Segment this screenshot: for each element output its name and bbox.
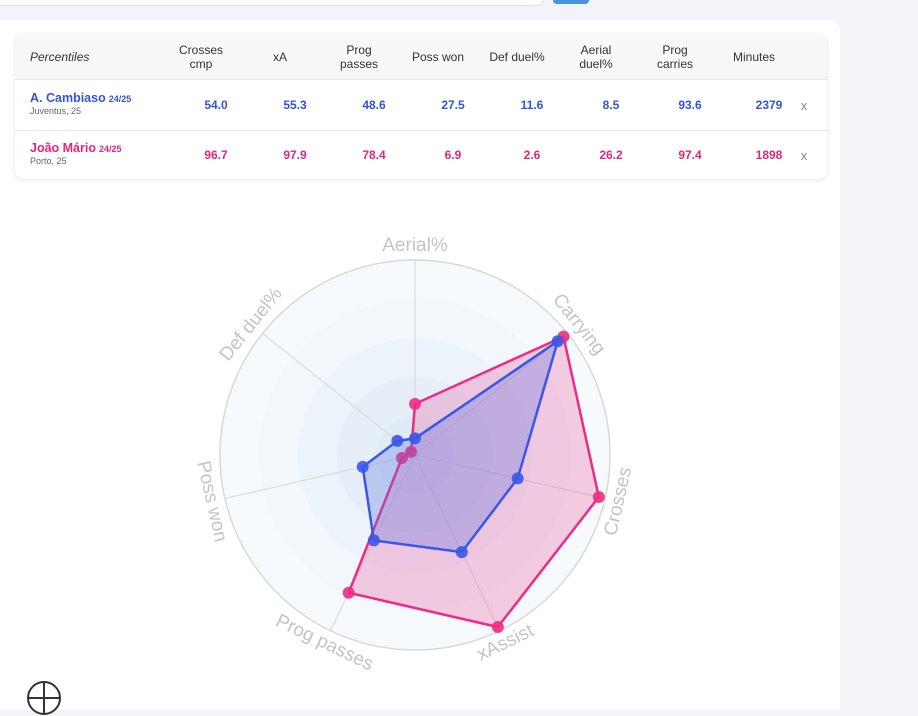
cell-def-duel: 11.6 (520, 98, 544, 112)
radar-point (409, 397, 421, 410)
player-name-text: A. Cambiaso (30, 91, 106, 105)
table-header: Percentiles Crosses cmp xA Prog passes P… (15, 34, 827, 80)
player-name[interactable]: A. Cambiaso 24/25 (30, 91, 131, 105)
player-club-age: Porto, 25 (30, 156, 67, 166)
header-def-duel: Def duel% (489, 49, 545, 64)
search-button[interactable] (553, 0, 589, 4)
header-crosses-cmp: Crosses cmp (178, 42, 223, 71)
remove-player-button[interactable]: x (800, 97, 808, 113)
radar-point (511, 472, 524, 485)
cell-aerial-duel: 8.5 (602, 98, 620, 112)
header-poss-won: Poss won (411, 49, 465, 64)
radar-spoke (414, 454, 501, 631)
player-season: 24/25 (108, 94, 132, 104)
radar-point (356, 460, 369, 473)
cell-def-duel: 2.6 (523, 148, 541, 162)
radar-spoke (414, 333, 568, 456)
table-row: A. Cambiaso 24/25 Juventus, 25 54.0 55.3 … (15, 80, 827, 131)
header-xa: xA (272, 49, 287, 64)
cell-xa: 97.9 (283, 148, 307, 162)
search-input[interactable] (0, 0, 544, 6)
cell-poss-won: 27.5 (441, 98, 465, 112)
player-club-age: Juventus, 25 (30, 106, 82, 116)
cell-prog-carries: 93.6 (678, 98, 702, 112)
player-season: 24/25 (99, 144, 122, 154)
player-name-text: João Mário (30, 141, 96, 155)
table-row: João Mário 24/25 Porto, 25 96.7 97.9 78.4… (15, 130, 827, 180)
cell-aerial-duel: 26.2 (599, 148, 623, 162)
basketball-icon (27, 681, 61, 715)
header-prog-carries: Prog carries (656, 42, 693, 71)
cell-minutes: 2379 (755, 98, 783, 112)
radar-spoke (414, 454, 606, 499)
radar-point (551, 335, 564, 348)
radar-point (395, 451, 408, 464)
cell-prog-passes: 48.6 (362, 98, 386, 112)
radar-point (391, 434, 404, 447)
cell-crosses-cmp: 54.0 (204, 98, 228, 112)
cell-prog-passes: 78.4 (362, 148, 386, 162)
percentiles-table: Percentiles Crosses cmp xA Prog passes P… (15, 34, 827, 179)
header-prog-passes: Prog passes (339, 42, 379, 71)
radar-spoke (262, 333, 416, 456)
radar-series-area (361, 339, 559, 554)
cell-minutes: 1898 (755, 148, 783, 162)
header-aerial-duel: Aerial duel% (579, 42, 613, 71)
radar-point (367, 534, 380, 547)
remove-player-button[interactable]: x (800, 147, 808, 163)
radar-point (409, 432, 421, 445)
header-minutes: Minutes (732, 49, 776, 64)
cell-prog-carries: 97.4 (678, 148, 702, 162)
header-percentiles: Percentiles (30, 49, 90, 64)
radar-axis-label: Aerial% (382, 235, 448, 256)
player-name[interactable]: João Mário 24/25 (30, 141, 122, 155)
radar-point (405, 445, 418, 458)
radar-point (592, 490, 605, 503)
cell-poss-won: 6.9 (444, 148, 462, 162)
cell-crosses-cmp: 96.7 (204, 148, 228, 162)
radar-spoke (224, 454, 416, 499)
cell-xa: 55.3 (283, 98, 307, 112)
radar-spokes (224, 260, 606, 631)
radar-point (342, 586, 355, 599)
radar-series (342, 330, 605, 633)
radar-point (455, 546, 468, 559)
radar-point (491, 620, 504, 633)
